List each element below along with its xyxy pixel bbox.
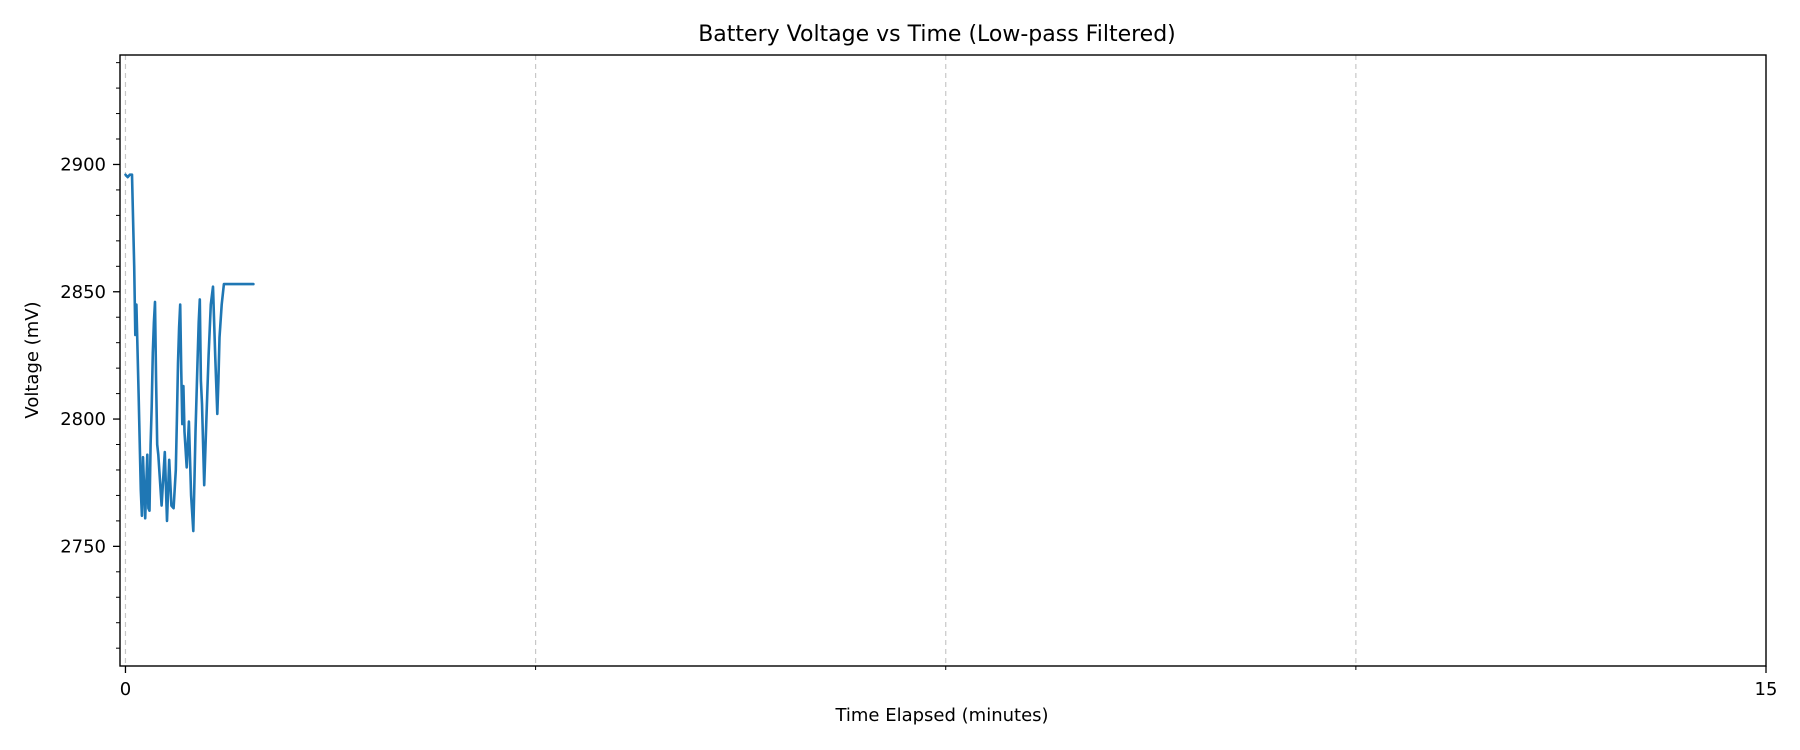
plot-frame <box>119 54 1767 667</box>
y-tick-label: 2800 <box>60 409 106 430</box>
x-axis-label: Time Elapsed (minutes) <box>834 705 1048 726</box>
chart-title: Battery Voltage vs Time (Low-pass Filter… <box>698 22 1176 47</box>
x-tick-label: 15 <box>1755 679 1778 700</box>
x-tick-label: 0 <box>120 679 131 700</box>
series-layer <box>124 173 255 533</box>
axis-ticks: 0 15 2750 2800 2850 2900 <box>60 62 1778 700</box>
y-tick-label: 2900 <box>60 154 106 175</box>
grid-lines <box>124 55 1357 666</box>
voltage-series-line <box>124 173 255 533</box>
y-axis-label: Voltage (mV) <box>22 301 43 418</box>
y-tick-label: 2750 <box>60 536 106 557</box>
y-tick-label: 2850 <box>60 282 106 303</box>
